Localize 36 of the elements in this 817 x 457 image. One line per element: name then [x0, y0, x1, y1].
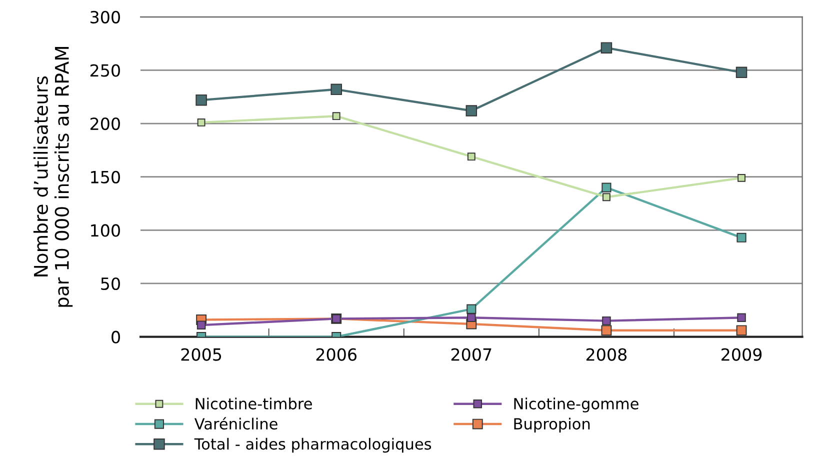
point: [736, 232, 746, 242]
point: [601, 325, 612, 336]
y-tick-label: 150: [91, 170, 120, 184]
y-axis-title: Nombre d’utilisateurs par 10 000 inscrits au RPAM: [33, 47, 73, 307]
x-tick-label: 2005: [181, 348, 222, 361]
point: [332, 112, 340, 120]
y-tick-label: 100: [91, 224, 120, 237]
x-tick-label: 2007: [451, 348, 492, 361]
legend-label: Nicotine-timbre: [196, 398, 312, 410]
x-tick-label: 2008: [586, 348, 627, 361]
point: [736, 66, 748, 78]
point: [736, 325, 747, 336]
y-tick-label: 0: [112, 330, 120, 344]
point: [196, 320, 206, 330]
point: [602, 193, 610, 202]
y-tick-label: 200: [90, 118, 120, 130]
point: [738, 174, 746, 182]
point: [602, 182, 612, 192]
point: [466, 105, 478, 116]
point: [602, 316, 611, 326]
legend-label: Total - aides pharmacologiques: [194, 438, 432, 453]
point: [197, 118, 206, 126]
x-tick-label: 2009: [722, 348, 762, 361]
point: [330, 84, 342, 96]
y-tick-label: 300: [90, 10, 120, 24]
point: [467, 313, 476, 322]
legend-label: Nicotine-gomme: [514, 398, 638, 412]
y-tick-label: 250: [90, 64, 120, 77]
legend-label: Varénicline: [194, 417, 278, 430]
point: [196, 94, 207, 106]
point: [737, 313, 746, 322]
legend-label: Bupropion: [514, 418, 590, 433]
y-tick-label: 50: [101, 277, 120, 290]
x-tick-label: 2006: [316, 348, 357, 361]
point: [467, 152, 476, 161]
point: [600, 42, 612, 54]
